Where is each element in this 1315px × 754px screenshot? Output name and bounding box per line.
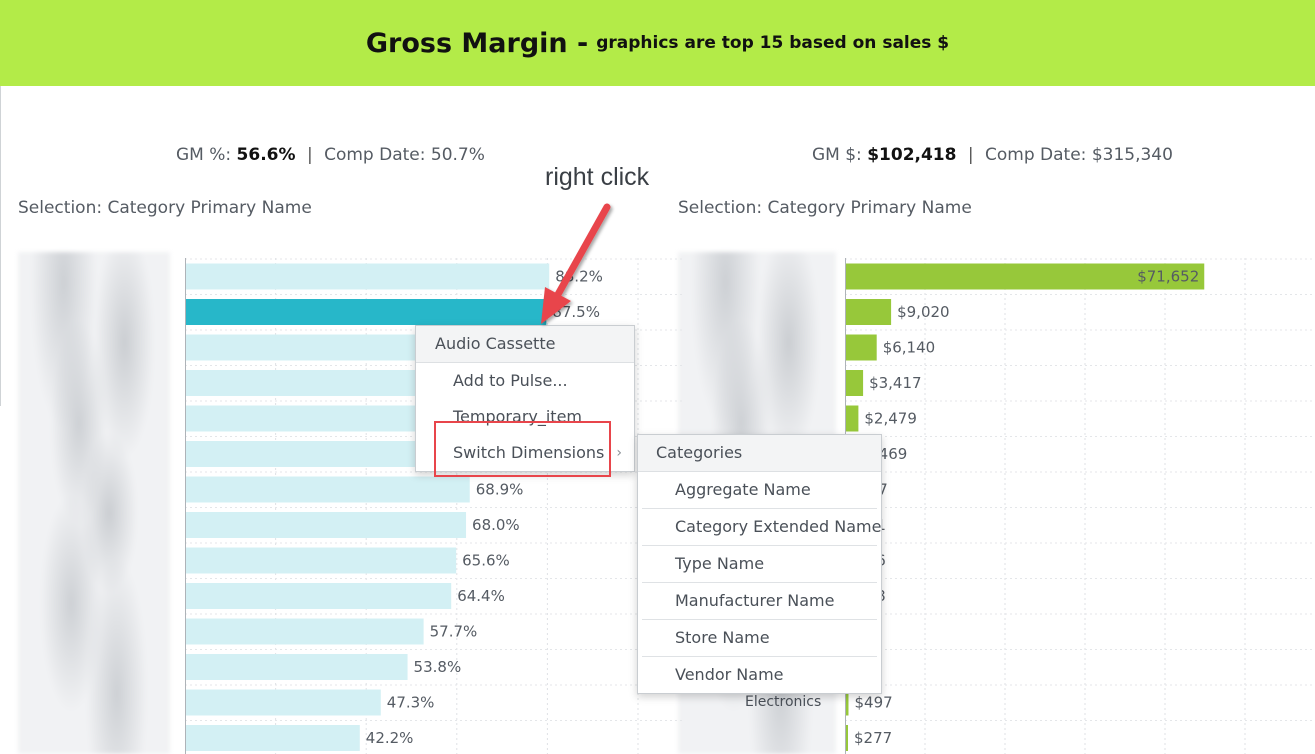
chart-bar[interactable] [186, 476, 470, 503]
left-category-labels-blurred [18, 252, 170, 754]
context-menu[interactable]: Audio Cassette Add to Pulse... Temporary… [415, 325, 635, 472]
comp-value: $315,340 [1091, 145, 1173, 165]
submenu-item-store-name[interactable]: Store Name [642, 620, 877, 657]
menu-item-add-to-pulse[interactable]: Add to Pulse... [416, 363, 634, 399]
switch-dimensions-submenu[interactable]: Categories Aggregate Name Category Exten… [637, 434, 882, 694]
chart-bar[interactable] [846, 689, 849, 716]
comp-label: Comp Date: [324, 145, 426, 165]
kpi-label: GM %: [176, 145, 232, 165]
chart-bar[interactable] [186, 725, 360, 751]
comp-label: Comp Date: [985, 145, 1087, 165]
obscured-category-label: Electronics [745, 694, 822, 710]
kpi-separator: | [967, 145, 974, 165]
submenu-item-type-name[interactable]: Type Name [642, 546, 877, 583]
menu-item-switch-dimensions[interactable]: Switch Dimensions › [416, 435, 634, 471]
chart-data-label: $3,417 [869, 374, 922, 392]
chart-bar[interactable] [846, 370, 864, 396]
chart-grid [845, 258, 1315, 754]
chart-data-label: $2,479 [864, 410, 917, 428]
left-selection-label: Selection: Category Primary Name [18, 198, 312, 218]
chart-bar[interactable] [186, 547, 457, 574]
submenu-item-manufacturer-name[interactable]: Manufacturer Name [642, 583, 877, 620]
menu-item-label: Temporary_item [453, 407, 583, 426]
kpi-value: $102,418 [867, 145, 957, 165]
chart-data-label: 53.8% [414, 658, 462, 676]
page-header: Gross Margin - graphics are top 15 based… [0, 0, 1315, 86]
chart-data-label: 64.4% [457, 587, 505, 605]
chart-data-label: $71,652 [1137, 268, 1199, 286]
menu-item-label: Switch Dimensions [453, 443, 605, 462]
chart-bar[interactable] [186, 618, 424, 645]
chart-data-label: 47.3% [387, 694, 435, 712]
chevron-right-icon: › [616, 445, 622, 461]
page-title: Gross Margin - [365, 27, 589, 59]
chart-bar[interactable] [846, 263, 1205, 290]
submenu-item-category-extended-name[interactable]: Category Extended Name [642, 509, 881, 546]
chart-data-label: 68.9% [476, 481, 524, 499]
chart-bar[interactable] [186, 512, 467, 538]
chart-data-label: 65.6% [462, 552, 510, 570]
kpi-separator: | [306, 145, 313, 165]
chart-bar[interactable] [846, 334, 877, 361]
chart-bar[interactable] [846, 405, 859, 432]
submenu-header: Categories [638, 435, 881, 472]
chart-bar[interactable] [186, 263, 550, 290]
gm-dollar-bar-chart[interactable]: $71,652$9,020$6,140$3,417$2,4792,4694270… [845, 258, 1315, 754]
comp-value: 50.7% [430, 145, 485, 165]
chart-data-label: 57.7% [430, 623, 478, 641]
kpi-value: 56.6% [236, 145, 296, 165]
gm-percent-bar-chart[interactable]: 88.2% 87.5% 68.9% 68.0% 65.6% 64.4% 57.7% 53.8%… [185, 258, 685, 754]
submenu-item-aggregate-name[interactable]: Aggregate Name [642, 472, 877, 509]
chart-data-label: 87.5% [552, 303, 600, 321]
chart-data-label: $9,020 [897, 303, 950, 321]
right-selection-label: Selection: Category Primary Name [678, 198, 972, 218]
chart-data-label: 88.2% [555, 268, 603, 286]
chart-data-label: 42.2% [366, 729, 414, 747]
submenu-item-vendor-name[interactable]: Vendor Name [675, 665, 784, 684]
chart-bar[interactable] [186, 299, 547, 325]
panel-border [0, 86, 1, 406]
gm-percent-kpi: GM %: 56.6% | Comp Date: 50.7% [176, 145, 485, 165]
chart-bar[interactable] [186, 689, 381, 716]
chart-data-label: $497 [854, 694, 892, 712]
chart-bar[interactable] [186, 583, 452, 609]
gm-dollar-kpi: GM $: $102,418 | Comp Date: $315,340 [812, 145, 1173, 165]
chart-bar[interactable] [846, 299, 892, 325]
chart-data-label: $6,140 [883, 339, 936, 357]
context-menu-header: Audio Cassette [416, 326, 634, 363]
chart-bar[interactable] [186, 654, 408, 680]
menu-item-label: Add to Pulse... [453, 371, 568, 390]
menu-item-temporary-item[interactable]: Temporary_item [416, 399, 634, 435]
page-subtitle: graphics are top 15 based on sales $ [596, 33, 950, 53]
annotation-text: right click [545, 163, 650, 191]
chart-data-label: $277 [854, 729, 892, 747]
chart-data-label: 68.0% [472, 516, 520, 534]
kpi-label: GM $: [812, 145, 862, 165]
chart-bar[interactable] [846, 725, 848, 751]
